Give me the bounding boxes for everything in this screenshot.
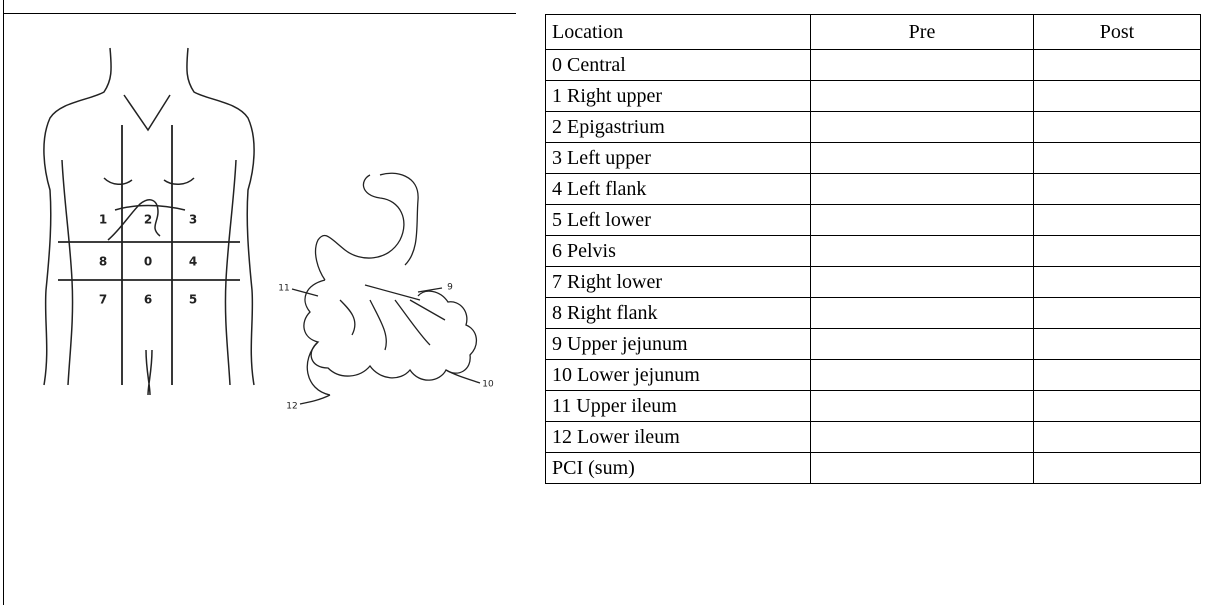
header-cell: Pre: [810, 14, 1034, 50]
table-row: 9 Upper jejunum: [545, 328, 1201, 360]
figure-label: 1: [99, 213, 107, 227]
frame-line: [3, 13, 516, 14]
figure-label: 8: [99, 255, 107, 269]
score-cell: [810, 359, 1034, 391]
score-cell: [810, 390, 1034, 422]
score-cell: [1033, 235, 1201, 267]
figure-label: 4: [189, 255, 197, 269]
score-cell: [810, 328, 1034, 360]
table-row: 4 Left flank: [545, 173, 1201, 205]
score-cell: [1033, 142, 1201, 174]
header-row: Location Pre Post: [545, 14, 1201, 50]
score-cell: [1033, 111, 1201, 143]
table-row: PCI (sum): [545, 452, 1201, 484]
figure-label: 0: [144, 255, 152, 269]
score-cell: [810, 142, 1034, 174]
location-cell: PCI (sum): [545, 452, 811, 484]
score-cell: [1033, 452, 1201, 484]
score-cell: [810, 49, 1034, 81]
score-cell: [1033, 328, 1201, 360]
location-cell: 0 Central: [545, 49, 811, 81]
score-cell: [1033, 49, 1201, 81]
table-row: 7 Right lower: [545, 266, 1201, 298]
location-cell: 3 Left upper: [545, 142, 811, 174]
score-cell: [1033, 297, 1201, 329]
score-cell: [1033, 359, 1201, 391]
location-cell: 4 Left flank: [545, 173, 811, 205]
score-cell: [810, 111, 1034, 143]
figure-label: 11: [278, 284, 289, 294]
location-cell: 2 Epigastrium: [545, 111, 811, 143]
bowel-sketch: [291, 172, 481, 405]
table-body: 0 Central 1 Right upper 2 Epigastrium 3 Lef…: [545, 49, 1201, 484]
location-cell: 6 Pelvis: [545, 235, 811, 267]
figure-label: 7: [99, 293, 107, 307]
figure-label: 9: [447, 283, 453, 293]
score-cell: [1033, 390, 1201, 422]
score-cell: [810, 173, 1034, 205]
score-cell: [1033, 80, 1201, 112]
grid-lines: [58, 125, 240, 385]
table-row: 1 Right upper: [545, 80, 1201, 112]
table-row: 2 Epigastrium: [545, 111, 1201, 143]
table-row: 0 Central: [545, 49, 1201, 81]
score-cell: [1033, 173, 1201, 205]
header-cell: Location: [545, 14, 811, 50]
score-cell: [810, 452, 1034, 484]
score-cell: [810, 235, 1034, 267]
location-cell: 11 Upper ileum: [545, 390, 811, 422]
score-cell: [810, 297, 1034, 329]
pci-table: Location Pre Post 0 Central 1 Right upper…: [545, 14, 1201, 484]
frame-line: [3, 0, 4, 605]
score-cell: [810, 266, 1034, 298]
score-cell: [810, 204, 1034, 236]
location-cell: 12 Lower ileum: [545, 421, 811, 453]
score-cell: [810, 421, 1034, 453]
score-cell: [1033, 266, 1201, 298]
location-cell: 10 Lower jejunum: [545, 359, 811, 391]
score-cell: [1033, 204, 1201, 236]
figure-label: 5: [189, 293, 197, 307]
table-row: 8 Right flank: [545, 297, 1201, 329]
figure-label: 6: [144, 293, 152, 307]
table-row: 5 Left lower: [545, 204, 1201, 236]
figure-label: 12: [286, 402, 297, 412]
score-cell: [810, 80, 1034, 112]
figure-label: 2: [144, 213, 152, 227]
table-row: 12 Lower ileum: [545, 421, 1201, 453]
location-cell: 9 Upper jejunum: [545, 328, 811, 360]
table-row: 11 Upper ileum: [545, 390, 1201, 422]
figure-label: 3: [189, 213, 197, 227]
location-cell: 1 Right upper: [545, 80, 811, 112]
location-cell: 5 Left lower: [545, 204, 811, 236]
location-cell: 8 Right flank: [545, 297, 811, 329]
figure-label: 10: [482, 380, 494, 390]
table-row: 3 Left upper: [545, 142, 1201, 174]
location-cell: 7 Right lower: [545, 266, 811, 298]
header-cell: Post: [1033, 14, 1201, 50]
table-row: 10 Lower jejunum: [545, 359, 1201, 391]
table-row: 6 Pelvis: [545, 235, 1201, 267]
score-cell: [1033, 421, 1201, 453]
